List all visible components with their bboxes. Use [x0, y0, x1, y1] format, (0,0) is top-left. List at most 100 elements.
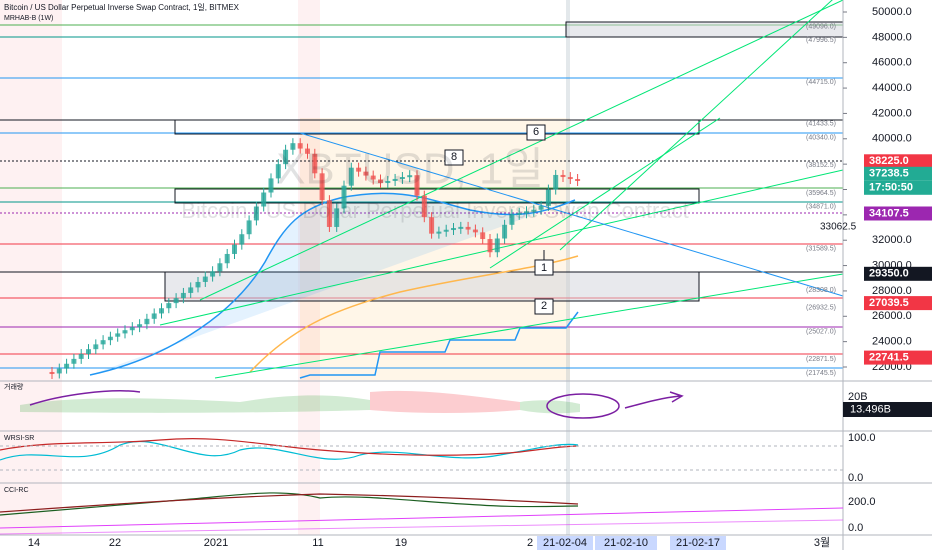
- watermark-description: Bitcoin / US Dollar Perpetual Inverse Sw…: [181, 198, 688, 223]
- candle-body: [326, 200, 332, 227]
- candle-body: [305, 148, 310, 154]
- time-label: 11: [312, 537, 323, 549]
- candle-body: [341, 185, 347, 209]
- price-badge-text: 34107.5: [869, 207, 909, 219]
- cci-band: [0, 519, 844, 535]
- candle-body: [421, 195, 427, 218]
- markers: 1 2 6 8: [444, 124, 554, 315]
- price-tick-label: 28000.0: [872, 285, 912, 297]
- drawing: [624, 391, 684, 409]
- candle-body: [290, 143, 296, 150]
- level-label: (26932.5): [806, 304, 836, 311]
- candle-body: [224, 253, 230, 264]
- candle-body: [188, 287, 194, 293]
- watermark-symbol: XBTUSD, 1일: [276, 145, 544, 194]
- candle-body: [129, 327, 135, 331]
- candle-body: [399, 177, 405, 180]
- time-label: 19: [395, 537, 407, 549]
- price-tick-label: 40000.0: [872, 133, 912, 145]
- candle-body: [122, 330, 128, 334]
- candle-body: [246, 220, 252, 235]
- candle-body: [151, 313, 157, 319]
- candle-body: [370, 175, 376, 180]
- wrsi-line: [0, 440, 579, 461]
- level-label: (35964.5): [806, 190, 836, 197]
- volume-cloud: [520, 400, 580, 414]
- candle-body: [509, 214, 515, 225]
- level-label: (28308.0): [806, 287, 836, 294]
- price-badge: [864, 350, 932, 365]
- level-label: (21745.5): [806, 370, 836, 377]
- candle-body: [465, 226, 471, 230]
- level-label: (25027.0): [806, 328, 836, 335]
- countdown-text: 17:50:50: [869, 182, 913, 194]
- price-badge: [864, 296, 932, 311]
- cci-band: [0, 507, 844, 529]
- candle-body: [385, 180, 391, 184]
- pane-tick: 0.0: [848, 522, 863, 534]
- candle-body: [86, 349, 91, 355]
- price-badge: [864, 154, 932, 169]
- date-badge-text: 21-02-10: [604, 537, 648, 549]
- pane-title: 거래량: [4, 382, 24, 391]
- price-tick-label: 44000.0: [872, 82, 912, 94]
- candle-body: [115, 333, 121, 337]
- candle-body: [173, 298, 179, 304]
- marker: 2: [541, 300, 547, 312]
- price-tick-label: 26000.0: [872, 310, 912, 322]
- pane-tick: 0.0: [848, 472, 863, 484]
- pane-tick: 100.0: [848, 432, 876, 444]
- zone-box: [565, 21, 844, 38]
- zone-box: [174, 119, 700, 135]
- level-label: (34871.0): [806, 204, 836, 211]
- candle-body: [348, 167, 354, 186]
- level-label: (31589.5): [806, 245, 836, 252]
- candle-body: [312, 153, 318, 174]
- candle-body: [319, 173, 325, 201]
- date-badge-text: 21-02-17: [676, 537, 720, 549]
- candle-body: [107, 336, 113, 341]
- price-tick-label: 50000.0: [872, 6, 912, 18]
- candle-body: [283, 149, 289, 165]
- level-label: (41433.5): [806, 120, 836, 127]
- price-note: 33062.5: [820, 221, 857, 232]
- price-badge: [864, 266, 932, 281]
- candle-body: [261, 192, 267, 207]
- date-badge: [670, 536, 726, 550]
- candle-body: [502, 224, 508, 239]
- candle-body: [553, 174, 559, 190]
- candle-body: [356, 167, 362, 172]
- pane-tick: 20B: [848, 391, 868, 403]
- candle-body: [480, 232, 486, 240]
- time-label: 22: [109, 537, 121, 549]
- shaded-zone: [300, 118, 570, 380]
- candle-body: [268, 178, 274, 193]
- marker: 6: [533, 126, 539, 138]
- candle-body: [429, 217, 435, 234]
- candle-body: [436, 231, 442, 234]
- candle-body: [232, 244, 237, 254]
- candle-body: [458, 226, 464, 229]
- price-badge-text: 38225.0: [869, 155, 909, 167]
- level-label: (22871.5): [806, 356, 836, 363]
- candle-body: [414, 175, 420, 196]
- candle-body: [545, 189, 551, 206]
- candle-body: [334, 208, 340, 227]
- date-badge-text: 21-02-04: [543, 537, 587, 549]
- candle-body: [93, 344, 99, 350]
- value-badge: [843, 402, 932, 417]
- candle-body: [363, 171, 369, 176]
- date-badge: [595, 536, 657, 550]
- zone-box: [164, 271, 700, 302]
- cci-line: [0, 493, 579, 513]
- countdown-badge: [864, 180, 932, 195]
- candle-body: [297, 143, 303, 149]
- candle-body: [144, 318, 150, 325]
- candle-body: [378, 179, 383, 184]
- candle-body: [451, 228, 456, 231]
- price-tick-label: 42000.0: [872, 107, 912, 119]
- candle-body: [494, 238, 500, 253]
- indicator-label: MRHAB-B (1W): [4, 15, 53, 22]
